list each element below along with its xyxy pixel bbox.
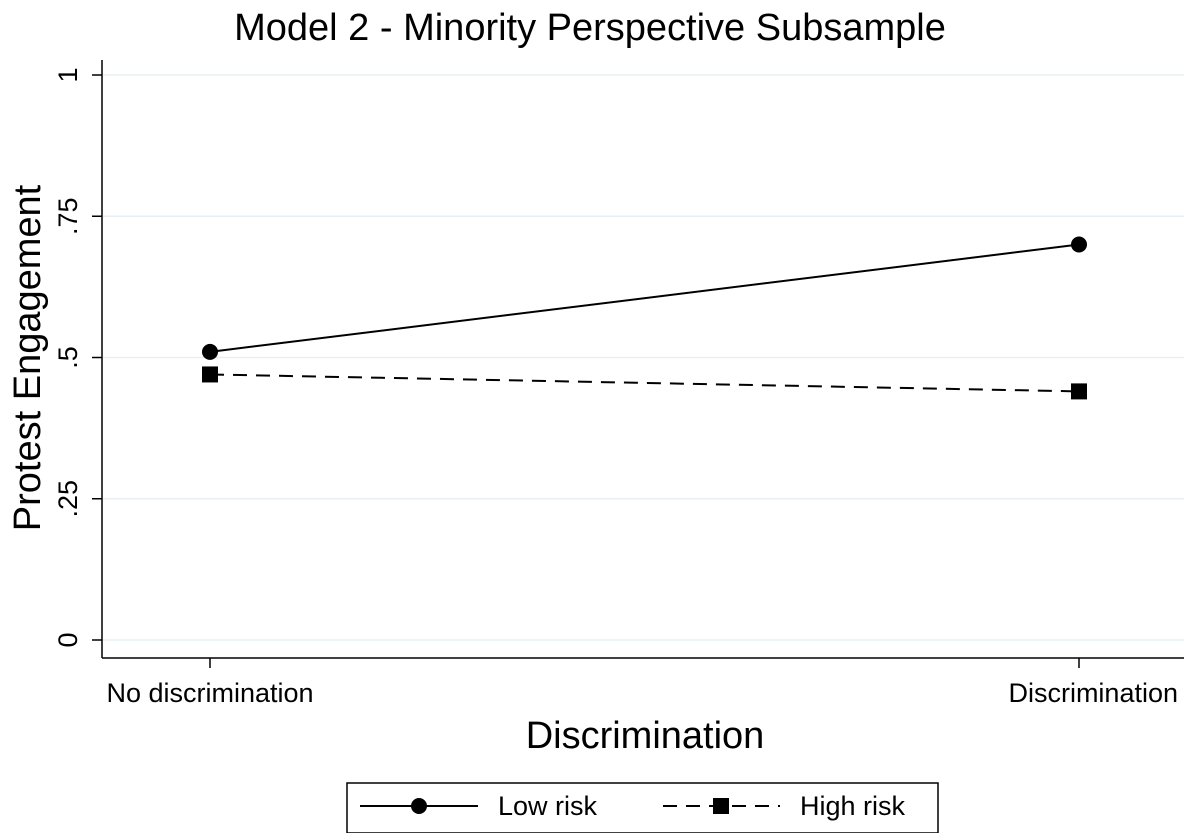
- y-tick-label: 1: [53, 67, 83, 82]
- series-line-high-risk: [209, 373, 1080, 393]
- legend-high-risk-marker: [713, 798, 729, 814]
- data-point-low-risk: [1071, 236, 1087, 253]
- chart-title: Model 2 - Minority Perspective Subsample: [234, 7, 946, 49]
- y-tick-label: .75: [53, 197, 83, 235]
- gridlines: [103, 74, 1184, 641]
- data-point-high-risk: [202, 366, 218, 383]
- x-axis-label: Discrimination: [526, 715, 765, 757]
- y-tick-label: .5: [53, 346, 83, 369]
- data-point-low-risk: [202, 343, 218, 360]
- series: [202, 236, 1087, 400]
- legend: Low risk High risk: [346, 782, 939, 833]
- x-ticks: No discrimination Discrimination: [106, 658, 1178, 708]
- x-tick-label: Discrimination: [1008, 678, 1178, 708]
- legend-box: [346, 782, 939, 833]
- series-line-low-risk: [209, 243, 1080, 353]
- y-ticks: 0 .25 .5 .75 1: [53, 67, 102, 648]
- y-tick-label: .25: [53, 480, 83, 518]
- axes: [101, 60, 1184, 659]
- legend-high-risk-label: High risk: [800, 791, 906, 821]
- legend-low-risk-marker: [411, 798, 427, 814]
- data-point-high-risk: [1071, 383, 1087, 400]
- y-tick-label: 0: [53, 632, 83, 647]
- legend-low-risk-label: Low risk: [498, 791, 598, 821]
- y-axis-label: Protest Engagement: [7, 184, 49, 531]
- x-tick-label: No discrimination: [106, 678, 313, 708]
